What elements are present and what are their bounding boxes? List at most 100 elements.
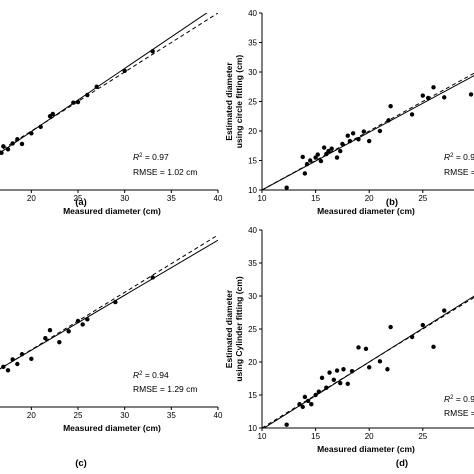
data-point bbox=[284, 422, 289, 427]
data-point bbox=[319, 375, 325, 381]
r-squared-label: R2 = 0.90 bbox=[444, 394, 474, 404]
data-point bbox=[409, 112, 415, 117]
y-tick-label: 25 bbox=[248, 325, 257, 334]
plot-area bbox=[262, 72, 474, 190]
data-point bbox=[10, 141, 15, 146]
data-point bbox=[297, 402, 302, 407]
x-tick-label: 20 bbox=[27, 194, 36, 203]
one-to-one-line bbox=[262, 72, 474, 190]
data-point bbox=[321, 145, 327, 150]
data-point bbox=[284, 185, 289, 190]
y-tick-label: 30 bbox=[248, 292, 257, 301]
y-tick-label: 35 bbox=[248, 259, 257, 268]
data-point bbox=[385, 367, 390, 372]
x-tick-label: 25 bbox=[418, 194, 427, 203]
r-squared-label: R2 = 0.94 bbox=[133, 370, 169, 380]
x-tick-label: 20 bbox=[27, 411, 36, 420]
panel-3: 20 25 30 35 40 Measured diameter (cm) R2 = 0.9… bbox=[0, 235, 223, 469]
data-point bbox=[150, 275, 155, 280]
data-point bbox=[327, 370, 332, 375]
data-point bbox=[425, 95, 431, 101]
data-point bbox=[94, 84, 99, 89]
y-tick-label: 15 bbox=[248, 157, 257, 166]
data-point bbox=[85, 92, 90, 98]
data-point bbox=[5, 368, 11, 373]
y-tick-label: 10 bbox=[248, 424, 257, 433]
data-point bbox=[308, 158, 313, 163]
data-point bbox=[331, 377, 337, 383]
data-point bbox=[409, 334, 415, 340]
x-tick-label: 35 bbox=[167, 194, 176, 203]
x-tick-label: 10 bbox=[258, 194, 267, 203]
data-point bbox=[468, 92, 474, 97]
plot-area bbox=[0, 235, 218, 373]
data-point bbox=[334, 368, 340, 373]
data-point bbox=[75, 318, 81, 324]
data-point bbox=[318, 158, 324, 164]
data-point bbox=[15, 137, 20, 142]
one-to-one-line bbox=[0, 235, 218, 370]
rmse-label: RMSE = bbox=[444, 167, 474, 177]
data-point bbox=[302, 394, 308, 400]
data-point bbox=[350, 131, 356, 136]
data-point bbox=[356, 137, 361, 142]
data-point bbox=[431, 85, 436, 90]
y-tick-label: 10 bbox=[248, 186, 257, 195]
x-tick-label: 20 bbox=[365, 194, 374, 203]
y-tick-label: 20 bbox=[248, 127, 257, 136]
x-tick-label: 30 bbox=[120, 411, 129, 420]
x-tick-label: 25 bbox=[74, 411, 83, 420]
data-point bbox=[38, 124, 43, 130]
data-point bbox=[29, 131, 34, 136]
panel-4: 10 15 20 25 10 15 20 25 30 35 40 Measured diameter … bbox=[224, 226, 474, 469]
y-tick-label: 40 bbox=[248, 9, 257, 18]
y-tick-label: 40 bbox=[248, 226, 257, 235]
data-point bbox=[356, 345, 361, 350]
y-tick-label: 35 bbox=[248, 39, 257, 48]
data-point bbox=[363, 346, 369, 351]
data-point bbox=[75, 99, 81, 105]
data-point bbox=[326, 148, 331, 154]
data-point bbox=[338, 380, 343, 386]
data-point bbox=[85, 317, 90, 322]
data-point bbox=[315, 152, 320, 157]
data-point bbox=[1, 144, 6, 149]
data-point bbox=[388, 104, 393, 109]
data-point bbox=[386, 118, 391, 123]
y-tick-label: 15 bbox=[248, 391, 257, 400]
r-squared-label: R2 = 0.91 bbox=[444, 152, 474, 162]
regression-line bbox=[263, 295, 474, 428]
rmse-label: RMSE = bbox=[444, 408, 474, 418]
data-point bbox=[349, 369, 355, 374]
data-point bbox=[442, 308, 447, 313]
data-point bbox=[19, 352, 25, 357]
data-point bbox=[361, 129, 367, 134]
x-tick-label: 10 bbox=[258, 432, 267, 441]
data-point bbox=[150, 49, 155, 54]
data-point bbox=[1, 364, 6, 370]
data-point bbox=[347, 138, 353, 144]
x-tick-label: 25 bbox=[418, 432, 427, 441]
panel-1: 20 25 30 35 40 Measured diameter (cm) R2 = 0.9… bbox=[0, 13, 223, 216]
data-point bbox=[50, 111, 55, 117]
data-point bbox=[340, 141, 345, 147]
x-tick-label: 30 bbox=[120, 194, 129, 203]
data-point bbox=[345, 381, 350, 386]
data-point bbox=[388, 324, 393, 330]
x-tick-label: 20 bbox=[365, 432, 374, 441]
x-tick-label: 40 bbox=[214, 194, 223, 203]
data-point bbox=[43, 336, 48, 341]
data-point bbox=[57, 340, 62, 345]
data-point bbox=[47, 327, 53, 333]
regression-line bbox=[262, 75, 474, 190]
panel-2: 10 15 20 25 10 15 20 25 30 35 40 Measured diameter … bbox=[224, 9, 474, 216]
data-point bbox=[0, 150, 4, 156]
y-axis-label: using Cylinder fitting (cm) bbox=[234, 276, 244, 381]
data-point bbox=[15, 361, 20, 367]
y-tick-label: 20 bbox=[248, 358, 257, 367]
data-point bbox=[367, 138, 372, 144]
data-point bbox=[338, 148, 343, 154]
data-point bbox=[305, 398, 311, 404]
data-point bbox=[420, 322, 425, 328]
data-point bbox=[10, 357, 15, 362]
